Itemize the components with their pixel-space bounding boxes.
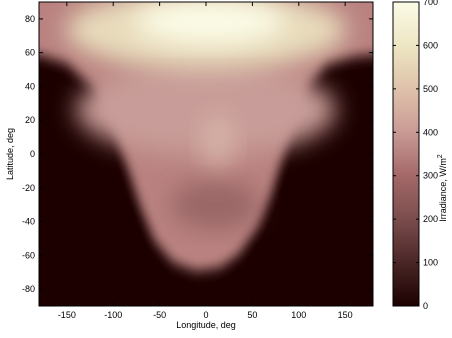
bright-cap-inner <box>135 2 285 44</box>
y-tick-label: -40 <box>22 217 35 227</box>
x-axis-ticks: -150 -100 -50 0 50 100 150 <box>58 2 353 320</box>
y-tick-label: 60 <box>25 48 35 58</box>
colorbar-tick-label: 100 <box>423 258 438 268</box>
heatmap-plot <box>39 2 373 306</box>
colorbar-label: Irradiance, W/m2 <box>437 154 448 222</box>
y-tick-label: -20 <box>22 183 35 193</box>
y-axis-label: Latitude, deg <box>5 128 15 180</box>
y-tick-label: -80 <box>22 284 35 294</box>
colorbar-tick-label: 200 <box>423 214 438 224</box>
mid-band <box>76 65 336 155</box>
x-tick-label: -150 <box>58 310 76 320</box>
x-tick-label: 100 <box>291 310 306 320</box>
colorbar-tick-label: 300 <box>423 171 438 181</box>
colorbar <box>392 1 420 307</box>
x-tick-label: -50 <box>153 310 166 320</box>
x-tick-label: -100 <box>104 310 122 320</box>
colorbar-tick-label: 600 <box>423 40 438 50</box>
y-axis-ticks: -80 -60 -40 -20 0 20 40 60 80 <box>22 14 373 294</box>
y-tick-label: 20 <box>25 115 35 125</box>
colorbar-tick-label: 0 <box>423 301 428 311</box>
x-tick-label: 0 <box>203 310 208 320</box>
y-tick-label: 0 <box>30 149 35 159</box>
x-tick-label: 150 <box>338 310 353 320</box>
colorbar-label-superscript: 2 <box>437 154 444 158</box>
dim-patch-center <box>170 180 260 230</box>
colorbar-ticks: 0 100 200 300 400 500 600 700 <box>393 0 438 311</box>
y-tick-label: 80 <box>25 14 35 24</box>
x-axis-label: Longitude, deg <box>176 320 236 330</box>
y-tick-label: -60 <box>22 250 35 260</box>
colorbar-tick-label: 400 <box>423 127 438 137</box>
colorbar-tick-label: 700 <box>423 0 438 7</box>
x-tick-label: 50 <box>247 310 257 320</box>
colorbar-tick-label: 500 <box>423 84 438 94</box>
y-tick-label: 40 <box>25 81 35 91</box>
bright-streak <box>200 112 236 168</box>
